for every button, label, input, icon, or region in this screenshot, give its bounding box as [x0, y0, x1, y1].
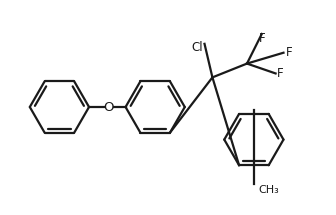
Text: O: O [103, 100, 114, 114]
Text: F: F [286, 46, 293, 59]
Text: F: F [277, 67, 284, 80]
Text: CH₃: CH₃ [259, 185, 280, 195]
Text: Cl: Cl [192, 41, 203, 54]
Text: F: F [258, 32, 265, 45]
